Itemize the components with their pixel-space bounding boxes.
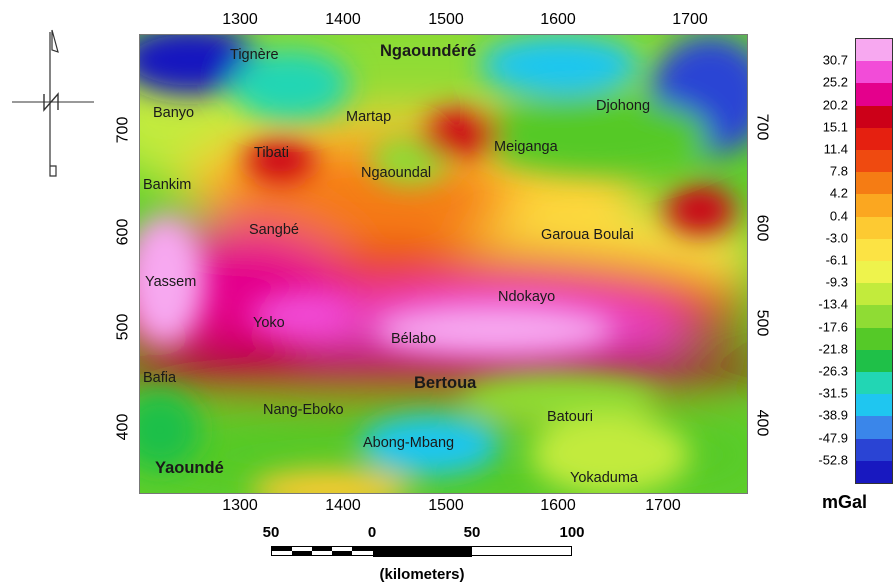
scale-segment [352, 547, 373, 551]
color-scale-label: -6.1 [825, 252, 848, 268]
color-scale-label: 30.7 [822, 52, 848, 68]
color-scale-cell [856, 194, 892, 218]
place-label: Nang-Eboko [263, 402, 344, 418]
place-label: Ndokayo [498, 289, 556, 305]
color-scale-label: -38.9 [818, 407, 848, 423]
color-scale-cell [856, 61, 892, 85]
color-scale-label: -13.4 [818, 296, 848, 312]
gravity-anomaly-map: Tignère Ngaoundéré Banyo Martap Djohong … [139, 34, 748, 494]
place-label: Djohong [596, 98, 651, 114]
place-label: Yassem [145, 274, 197, 290]
color-scale-label: 15.1 [822, 119, 848, 135]
color-scale-cell [856, 394, 892, 418]
place-label: Banyo [153, 105, 195, 121]
color-scale-label: -47.9 [818, 430, 848, 446]
place-label: Bertoua [414, 374, 477, 392]
color-scale-label: 20.2 [822, 97, 848, 113]
color-scale-label: 25.2 [822, 74, 848, 90]
x-tick-top: 1500 [428, 11, 464, 28]
color-scale-label: -3.0 [825, 230, 848, 246]
unit-label: mGal [822, 492, 868, 512]
scale-segment [292, 551, 312, 555]
scale-segment [312, 547, 332, 551]
scale-segment [332, 551, 352, 555]
scale-bar [271, 546, 572, 557]
place-label: Garoua Boulai [541, 227, 634, 243]
color-scale-cell [856, 261, 892, 285]
place-label: Sangbé [249, 222, 299, 238]
scale-segment [272, 547, 292, 551]
scale-tick-label: 50 [463, 524, 481, 541]
y-tick-right: 600 [753, 214, 771, 242]
x-tick-bottom: 1300 [222, 497, 258, 514]
place-label: Abong-Mbang [363, 435, 455, 451]
place-label: Ngaoundal [361, 165, 432, 181]
y-tick-left: 400 [114, 413, 132, 441]
scale-segment [373, 547, 472, 557]
y-tick-right: 400 [753, 409, 771, 437]
color-scale-cell [856, 416, 892, 440]
place-label: Tignère [230, 47, 279, 63]
color-scale-cell [856, 460, 892, 483]
x-tick-top: 1600 [540, 11, 576, 28]
color-scale-label: 11.4 [823, 141, 848, 157]
color-scale-cell [856, 105, 892, 129]
y-tick-left: 700 [114, 116, 132, 144]
color-scale-label: 4.2 [829, 185, 848, 201]
place-label: Yoko [253, 315, 285, 331]
place-label: Bélabo [391, 331, 437, 347]
color-scale-cell [856, 327, 892, 351]
x-tick-bottom: 1700 [645, 497, 681, 514]
place-label: Bankim [143, 177, 192, 193]
color-scale-label: -31.5 [818, 385, 848, 401]
place-label: Bafia [143, 370, 177, 386]
scale-tick-label: 50 [262, 524, 280, 541]
place-label: Yokaduma [570, 470, 638, 486]
x-tick-top: 1300 [222, 11, 258, 28]
x-tick-top: 1700 [672, 11, 708, 28]
place-label: Martap [346, 109, 392, 125]
color-scale-label: -9.3 [825, 274, 848, 290]
color-scale-label: 0.4 [829, 208, 848, 224]
color-scale-cell [856, 150, 892, 174]
x-tick-top: 1400 [325, 11, 361, 28]
scale-unit-label: (kilometers) [379, 566, 465, 583]
place-label: Tibati [254, 145, 289, 161]
scale-tick-label: 100 [559, 524, 585, 541]
color-scale-cell [856, 438, 892, 462]
color-scale-cell [856, 172, 892, 196]
color-scale-cell [856, 216, 892, 240]
color-scale-label: -17.6 [818, 319, 848, 335]
color-scale-bar [855, 38, 893, 484]
x-tick-bottom: 1500 [428, 497, 464, 514]
scale-tick-label: 0 [367, 524, 377, 541]
color-scale-label: 7.8 [829, 163, 848, 179]
color-scale-cell [856, 372, 892, 396]
color-scale-cell [856, 127, 892, 151]
x-tick-bottom: 1400 [325, 497, 361, 514]
color-scale-cell [856, 349, 892, 373]
place-label: Meiganga [494, 139, 558, 155]
color-scale-label: -26.3 [818, 363, 848, 379]
anomaly-field [140, 35, 747, 493]
color-scale-cell [856, 238, 892, 262]
color-scale-cell [856, 83, 892, 107]
color-scale-cell [856, 39, 892, 63]
place-label: Yaoundé [155, 459, 224, 477]
north-arrow-icon [12, 29, 94, 177]
color-scale-label: -52.8 [818, 452, 848, 468]
y-tick-right: 700 [753, 113, 771, 141]
color-scale-cell [856, 305, 892, 329]
place-label: Batouri [547, 409, 593, 425]
color-scale-label: -21.8 [818, 341, 848, 357]
y-tick-left: 600 [114, 218, 132, 246]
y-tick-left: 500 [114, 313, 132, 341]
color-scale-cell [856, 283, 892, 307]
y-tick-right: 500 [753, 309, 771, 337]
x-tick-bottom: 1600 [540, 497, 576, 514]
place-label: Ngaoundéré [380, 42, 477, 60]
